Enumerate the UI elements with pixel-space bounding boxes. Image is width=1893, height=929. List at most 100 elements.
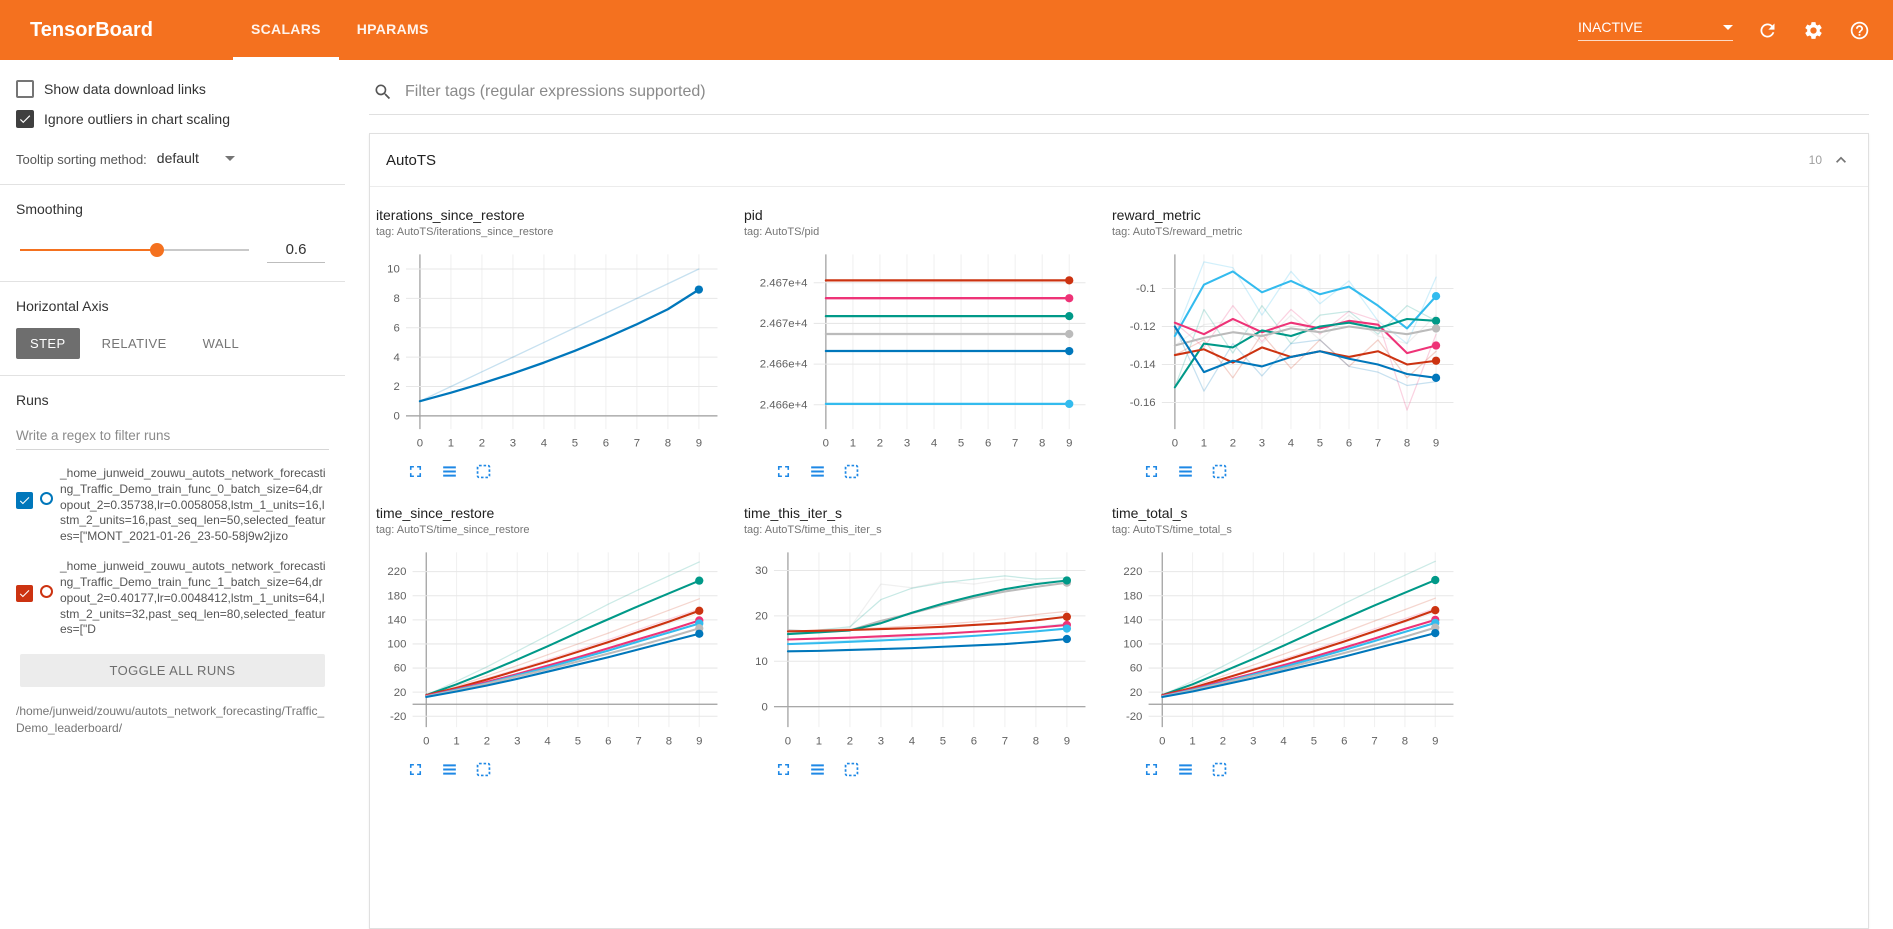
data-table-icon[interactable] <box>1176 462 1195 481</box>
svg-text:6: 6 <box>1341 736 1347 748</box>
run-item: _home_junweid_zouwu_autots_network_forec… <box>16 466 329 545</box>
run-visibility-checkbox[interactable] <box>16 492 33 509</box>
svg-text:2: 2 <box>877 438 883 450</box>
pin-card-icon[interactable] <box>1210 760 1229 779</box>
smoothing-slider-knob[interactable] <box>150 243 165 257</box>
svg-text:9: 9 <box>1066 438 1072 450</box>
svg-text:-0.16: -0.16 <box>1130 397 1156 409</box>
svg-text:-20: -20 <box>390 711 406 723</box>
chart-title: time_total_s <box>1112 505 1188 521</box>
svg-text:100: 100 <box>1123 639 1142 651</box>
chevron-up-icon[interactable] <box>1830 149 1852 171</box>
svg-text:6: 6 <box>971 736 977 748</box>
chart-plot: 0 1 2 3 4 5 6 7 8 9 2.467e+4 2.467e+4 2.466e+4 2.466e… <box>760 254 1086 450</box>
run-color-radio[interactable] <box>40 492 53 505</box>
svg-text:5: 5 <box>1317 438 1323 450</box>
section-header[interactable]: AutoTS 10 <box>370 134 1868 187</box>
fullscreen-icon[interactable] <box>1142 760 1161 779</box>
tab-scalars[interactable]: SCALARS <box>232 0 339 60</box>
svg-text:6: 6 <box>985 438 991 450</box>
svg-text:3: 3 <box>510 438 516 450</box>
data-table-icon[interactable] <box>808 760 827 779</box>
smoothing-slider[interactable] <box>20 243 249 257</box>
svg-text:2.467e+4: 2.467e+4 <box>760 277 808 289</box>
ignore-outliers-checkbox[interactable] <box>16 110 34 128</box>
pin-card-icon[interactable] <box>1210 462 1229 481</box>
chart-title: pid <box>744 207 763 223</box>
chart-actions <box>774 462 1096 481</box>
svg-text:4: 4 <box>909 736 915 748</box>
divider <box>0 375 345 376</box>
svg-text:5: 5 <box>940 736 946 748</box>
svg-text:3: 3 <box>878 736 884 748</box>
tooltip-sorting-select[interactable]: default <box>157 150 235 168</box>
data-table-icon[interactable] <box>440 462 459 481</box>
show-download-links-checkbox[interactable] <box>16 80 34 98</box>
svg-text:2: 2 <box>1230 438 1236 450</box>
search-icon <box>375 84 391 100</box>
smoothing-value-input[interactable] <box>267 237 325 263</box>
fullscreen-icon[interactable] <box>774 760 793 779</box>
svg-text:9: 9 <box>1064 736 1070 748</box>
tag-filter-input[interactable] <box>405 83 1865 101</box>
pin-card-icon[interactable] <box>474 462 493 481</box>
chart-actions <box>406 462 728 481</box>
svg-text:30: 30 <box>755 565 768 577</box>
runs-filter-input[interactable] <box>16 422 329 450</box>
pin-card-icon[interactable] <box>474 760 493 779</box>
run-visibility-checkbox[interactable] <box>16 585 33 603</box>
chart-plot: 0 1 2 3 4 5 6 7 8 9 0 2 4 6 8 10 <box>387 254 718 450</box>
autots-section-card: AutoTS 10 iterations_since_restore tag: … <box>369 133 1869 929</box>
axis-step-button[interactable]: STEP <box>16 328 80 359</box>
settings-gear-icon[interactable] <box>1801 18 1825 42</box>
data-table-icon[interactable] <box>808 462 827 481</box>
chart-card: time_since_restore tag: AutoTS/time_sinc… <box>376 505 728 779</box>
run-color-radio[interactable] <box>40 585 53 599</box>
svg-text:180: 180 <box>387 590 406 602</box>
refresh-icon[interactable] <box>1755 18 1779 42</box>
fullscreen-icon[interactable] <box>774 462 793 481</box>
fullscreen-icon[interactable] <box>1142 462 1161 481</box>
svg-text:20: 20 <box>755 611 768 623</box>
chart-tag: tag: AutoTS/time_total_s <box>1112 524 1232 536</box>
svg-text:1: 1 <box>448 438 454 450</box>
svg-text:8: 8 <box>1404 438 1410 450</box>
chevron-down-icon <box>1723 24 1733 30</box>
svg-text:180: 180 <box>1123 590 1142 602</box>
svg-text:8: 8 <box>1033 736 1039 748</box>
svg-text:1: 1 <box>453 736 459 748</box>
svg-text:0: 0 <box>823 438 829 450</box>
pin-card-icon[interactable] <box>842 760 861 779</box>
svg-text:2: 2 <box>479 438 485 450</box>
help-icon[interactable] <box>1847 18 1871 42</box>
fullscreen-icon[interactable] <box>406 462 425 481</box>
chart-actions <box>1142 462 1464 481</box>
chart-tag: tag: AutoTS/time_since_restore <box>376 524 530 536</box>
divider <box>0 281 345 282</box>
fullscreen-icon[interactable] <box>406 760 425 779</box>
svg-text:6: 6 <box>605 736 611 748</box>
data-table-icon[interactable] <box>1176 760 1195 779</box>
svg-text:100: 100 <box>387 639 406 651</box>
toggle-all-runs-button[interactable]: TOGGLE ALL RUNS <box>20 654 325 688</box>
svg-text:9: 9 <box>1432 736 1438 748</box>
svg-text:0: 0 <box>1159 736 1165 748</box>
tab-hparams[interactable]: HPARAMS <box>356 20 429 37</box>
svg-text:10: 10 <box>387 264 400 276</box>
svg-text:2: 2 <box>484 736 490 748</box>
chart-plot: 0 1 2 3 4 5 6 7 8 9 30 20 10 0 <box>755 552 1086 748</box>
svg-text:1: 1 <box>1189 736 1195 748</box>
svg-text:-20: -20 <box>1126 711 1142 723</box>
svg-text:6: 6 <box>393 322 399 334</box>
data-table-icon[interactable] <box>440 760 459 779</box>
svg-text:8: 8 <box>1039 438 1045 450</box>
status-dropdown[interactable]: INACTIVE <box>1578 19 1733 41</box>
svg-text:7: 7 <box>1002 736 1008 748</box>
svg-text:1: 1 <box>816 736 822 748</box>
settings-sidebar: Show data download links Ignore outliers… <box>0 60 345 929</box>
chart-plot: 0 1 2 3 4 5 6 7 8 9 220 180 140 100 60 20 -20 <box>387 552 718 748</box>
smoothing-slider-fill <box>20 249 158 251</box>
axis-wall-button[interactable]: WALL <box>189 328 254 359</box>
axis-relative-button[interactable]: RELATIVE <box>88 328 181 359</box>
pin-card-icon[interactable] <box>842 462 861 481</box>
